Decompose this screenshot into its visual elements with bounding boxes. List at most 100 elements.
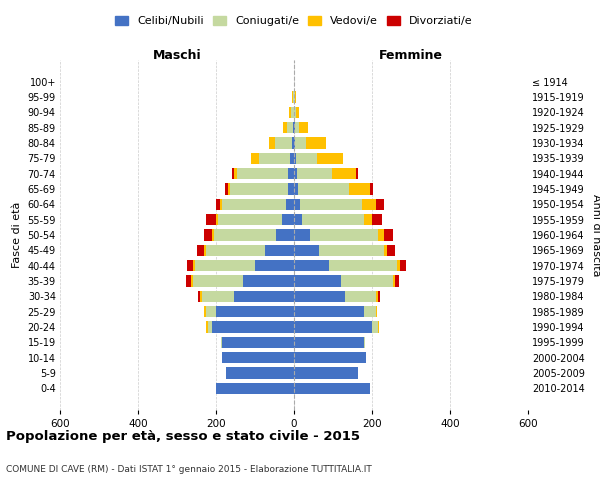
Bar xyxy=(202,290,233,302)
Bar xyxy=(394,276,395,287)
Bar xyxy=(214,229,277,241)
Y-axis label: Anni di nascita: Anni di nascita xyxy=(590,194,600,276)
Bar xyxy=(289,106,291,118)
Bar xyxy=(364,306,376,318)
Bar xyxy=(296,106,299,118)
Bar xyxy=(344,290,376,302)
Bar xyxy=(378,290,380,302)
Bar xyxy=(294,137,295,148)
Bar xyxy=(187,260,193,272)
Bar xyxy=(349,183,370,194)
Bar xyxy=(296,152,317,164)
Bar xyxy=(364,214,372,226)
Bar xyxy=(269,137,275,148)
Bar xyxy=(222,352,294,364)
Bar xyxy=(216,198,220,210)
Bar xyxy=(277,229,294,241)
Bar xyxy=(302,214,364,226)
Bar xyxy=(294,244,319,256)
Bar xyxy=(294,290,344,302)
Bar xyxy=(294,336,364,348)
Y-axis label: Fasce di età: Fasce di età xyxy=(12,202,22,268)
Bar xyxy=(364,336,365,348)
Bar xyxy=(288,183,294,194)
Bar xyxy=(292,137,294,148)
Bar xyxy=(216,214,218,226)
Bar xyxy=(294,382,370,394)
Bar xyxy=(384,244,387,256)
Text: Femmine: Femmine xyxy=(379,48,443,62)
Bar xyxy=(294,122,295,134)
Bar xyxy=(293,91,294,102)
Bar xyxy=(294,322,372,333)
Bar xyxy=(370,183,373,194)
Bar xyxy=(238,168,288,179)
Bar xyxy=(387,244,395,256)
Bar xyxy=(265,244,294,256)
Bar xyxy=(395,276,400,287)
Text: Popolazione per età, sesso e stato civile - 2015: Popolazione per età, sesso e stato civil… xyxy=(6,430,360,443)
Bar xyxy=(294,368,358,379)
Bar xyxy=(212,229,214,241)
Bar xyxy=(232,168,233,179)
Bar xyxy=(317,152,343,164)
Bar xyxy=(197,244,204,256)
Text: Maschi: Maschi xyxy=(152,48,202,62)
Bar xyxy=(332,168,356,179)
Bar xyxy=(376,290,378,302)
Bar xyxy=(275,137,292,148)
Legend: Celibi/Nubili, Coniugati/e, Vedovi/e, Divorziati/e: Celibi/Nubili, Coniugati/e, Vedovi/e, Di… xyxy=(115,16,473,26)
Bar xyxy=(186,276,191,287)
Bar xyxy=(376,306,377,318)
Bar xyxy=(294,214,302,226)
Bar xyxy=(400,260,406,272)
Bar xyxy=(218,214,283,226)
Bar xyxy=(297,168,332,179)
Bar xyxy=(200,290,202,302)
Bar xyxy=(294,168,297,179)
Bar xyxy=(222,198,286,210)
Bar xyxy=(206,322,208,333)
Bar xyxy=(206,306,216,318)
Bar xyxy=(220,198,222,210)
Bar xyxy=(224,183,228,194)
Bar xyxy=(295,91,296,102)
Bar xyxy=(293,122,294,134)
Bar xyxy=(216,306,294,318)
Bar xyxy=(221,336,222,348)
Bar xyxy=(378,229,384,241)
Bar xyxy=(251,152,259,164)
Bar xyxy=(372,322,378,333)
Bar xyxy=(208,322,212,333)
Bar xyxy=(204,306,206,318)
Bar xyxy=(294,198,300,210)
Bar xyxy=(294,276,341,287)
Bar xyxy=(329,260,397,272)
Bar xyxy=(204,244,206,256)
Bar xyxy=(199,290,200,302)
Bar xyxy=(286,198,294,210)
Bar xyxy=(288,168,294,179)
Bar xyxy=(298,183,349,194)
Bar xyxy=(291,106,294,118)
Bar xyxy=(294,183,298,194)
Bar xyxy=(397,260,400,272)
Bar xyxy=(295,122,299,134)
Bar xyxy=(222,336,294,348)
Bar xyxy=(204,229,212,241)
Bar xyxy=(294,91,295,102)
Bar xyxy=(294,306,364,318)
Bar xyxy=(372,214,382,226)
Bar xyxy=(300,198,362,210)
Bar xyxy=(203,306,204,318)
Bar xyxy=(290,152,294,164)
Bar xyxy=(376,198,384,210)
Bar xyxy=(307,137,326,148)
Bar xyxy=(362,198,376,210)
Bar xyxy=(294,106,296,118)
Bar xyxy=(233,168,238,179)
Bar xyxy=(287,122,293,134)
Bar xyxy=(378,322,379,333)
Bar xyxy=(212,322,294,333)
Bar xyxy=(233,290,294,302)
